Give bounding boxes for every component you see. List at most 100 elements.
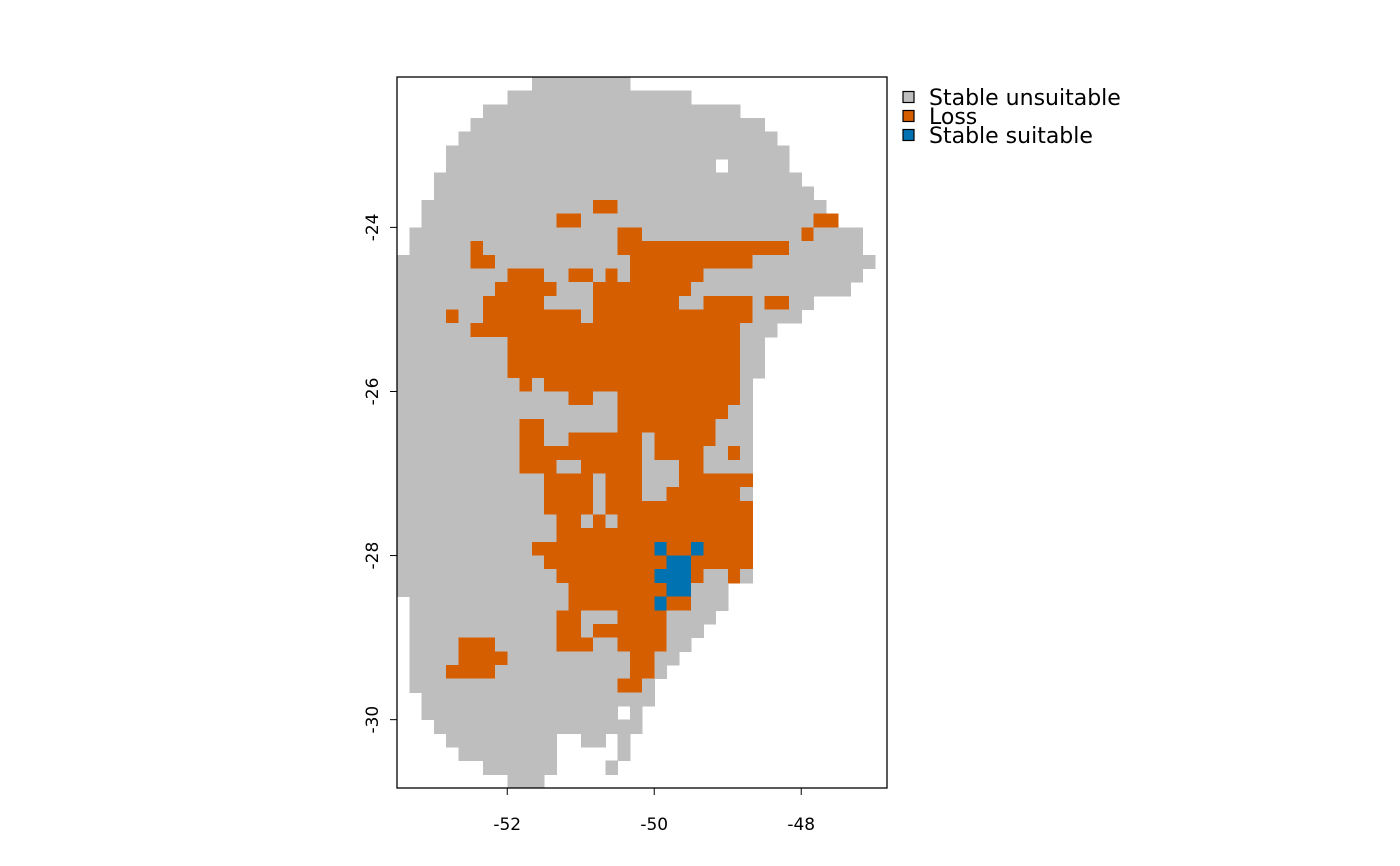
raster-cell (470, 377, 484, 392)
raster-cell (458, 377, 471, 392)
raster-cell (666, 90, 680, 105)
raster-cell (617, 623, 631, 639)
raster-cell (495, 705, 508, 721)
raster-cell (838, 241, 851, 256)
raster-cell (727, 473, 741, 488)
raster-cell (752, 268, 765, 283)
raster-cell (409, 282, 422, 297)
raster-cell (605, 678, 618, 693)
raster-cell (703, 541, 716, 557)
y-tick-label: -26 (363, 378, 383, 406)
raster-cell (703, 323, 716, 338)
raster-cell (446, 186, 459, 201)
raster-cell (409, 227, 422, 242)
raster-cell (531, 664, 545, 680)
raster-cell (605, 104, 618, 119)
raster-cell (666, 555, 680, 570)
raster-cell (470, 227, 484, 242)
raster-cell (666, 651, 680, 666)
raster-cell (740, 364, 753, 379)
raster-cell (433, 446, 447, 461)
raster-cell (715, 336, 729, 351)
raster-cell (617, 227, 631, 242)
raster-cell (397, 323, 410, 338)
raster-cell (507, 254, 520, 269)
raster-cell (789, 241, 802, 256)
raster-cell (617, 104, 631, 119)
raster-cell (654, 131, 667, 146)
raster-cell (678, 350, 692, 365)
raster-cell (556, 623, 569, 639)
raster-cell (642, 159, 655, 174)
raster-cell (556, 473, 569, 488)
raster-cell (703, 172, 716, 187)
raster-cell (409, 336, 422, 351)
raster-cell (519, 186, 533, 201)
raster-cell (519, 692, 533, 707)
raster-cell (409, 268, 422, 283)
raster-cell (470, 487, 484, 502)
raster-cell (703, 186, 716, 201)
raster-cell (495, 541, 508, 557)
raster-cell (544, 555, 557, 570)
raster-cell (642, 213, 655, 228)
raster-cell (568, 692, 582, 707)
raster-cell (776, 254, 790, 269)
raster-cell (495, 596, 508, 611)
raster-cell (397, 336, 410, 351)
raster-cell (617, 473, 631, 488)
raster-cell (421, 487, 435, 502)
raster-cell (580, 500, 594, 516)
raster-cell (727, 172, 741, 187)
raster-cell (666, 282, 680, 297)
raster-cell (727, 118, 741, 133)
raster-cell (409, 500, 422, 516)
raster-cell (764, 131, 778, 146)
raster-cell (617, 90, 631, 105)
raster-cell (458, 528, 471, 543)
raster-cell (544, 651, 557, 666)
raster-cell (446, 241, 459, 256)
raster-cell (458, 733, 471, 748)
raster-cell (556, 254, 569, 269)
raster-cell (433, 377, 447, 392)
raster-cell (556, 692, 569, 707)
raster-cell (752, 213, 765, 228)
raster-cell (605, 528, 618, 543)
raster-cell (446, 364, 459, 379)
raster-cell (617, 282, 631, 297)
raster-cell (519, 268, 533, 283)
raster-cell (470, 719, 484, 734)
raster-cell (519, 760, 533, 775)
raster-cell (642, 500, 655, 516)
raster-cell (703, 582, 716, 598)
raster-cell (446, 391, 459, 406)
raster-cell (568, 90, 582, 105)
raster-cell (605, 459, 618, 475)
raster-cell (617, 432, 631, 447)
raster-cell (556, 541, 569, 557)
raster-cell (605, 336, 618, 351)
raster-cell (507, 200, 520, 215)
raster-cell (666, 172, 680, 187)
raster-cell (617, 487, 631, 502)
raster-cell (715, 350, 729, 365)
raster-cell (654, 528, 667, 543)
raster-cell (654, 364, 667, 379)
raster-cell (446, 295, 459, 310)
raster-cell (507, 692, 520, 707)
raster-cell (409, 487, 422, 502)
raster-cell (482, 637, 496, 652)
raster-cell (727, 432, 741, 447)
raster-cell (617, 500, 631, 516)
raster-cell (458, 241, 471, 256)
raster-cell (544, 637, 557, 652)
raster-cell (446, 664, 459, 680)
raster-cell (703, 200, 716, 215)
raster-cell (446, 692, 459, 707)
raster-cell (715, 172, 729, 187)
raster-cell (629, 323, 643, 338)
raster-cell (629, 514, 643, 529)
raster-cell (703, 295, 716, 310)
raster-cell (531, 569, 545, 584)
